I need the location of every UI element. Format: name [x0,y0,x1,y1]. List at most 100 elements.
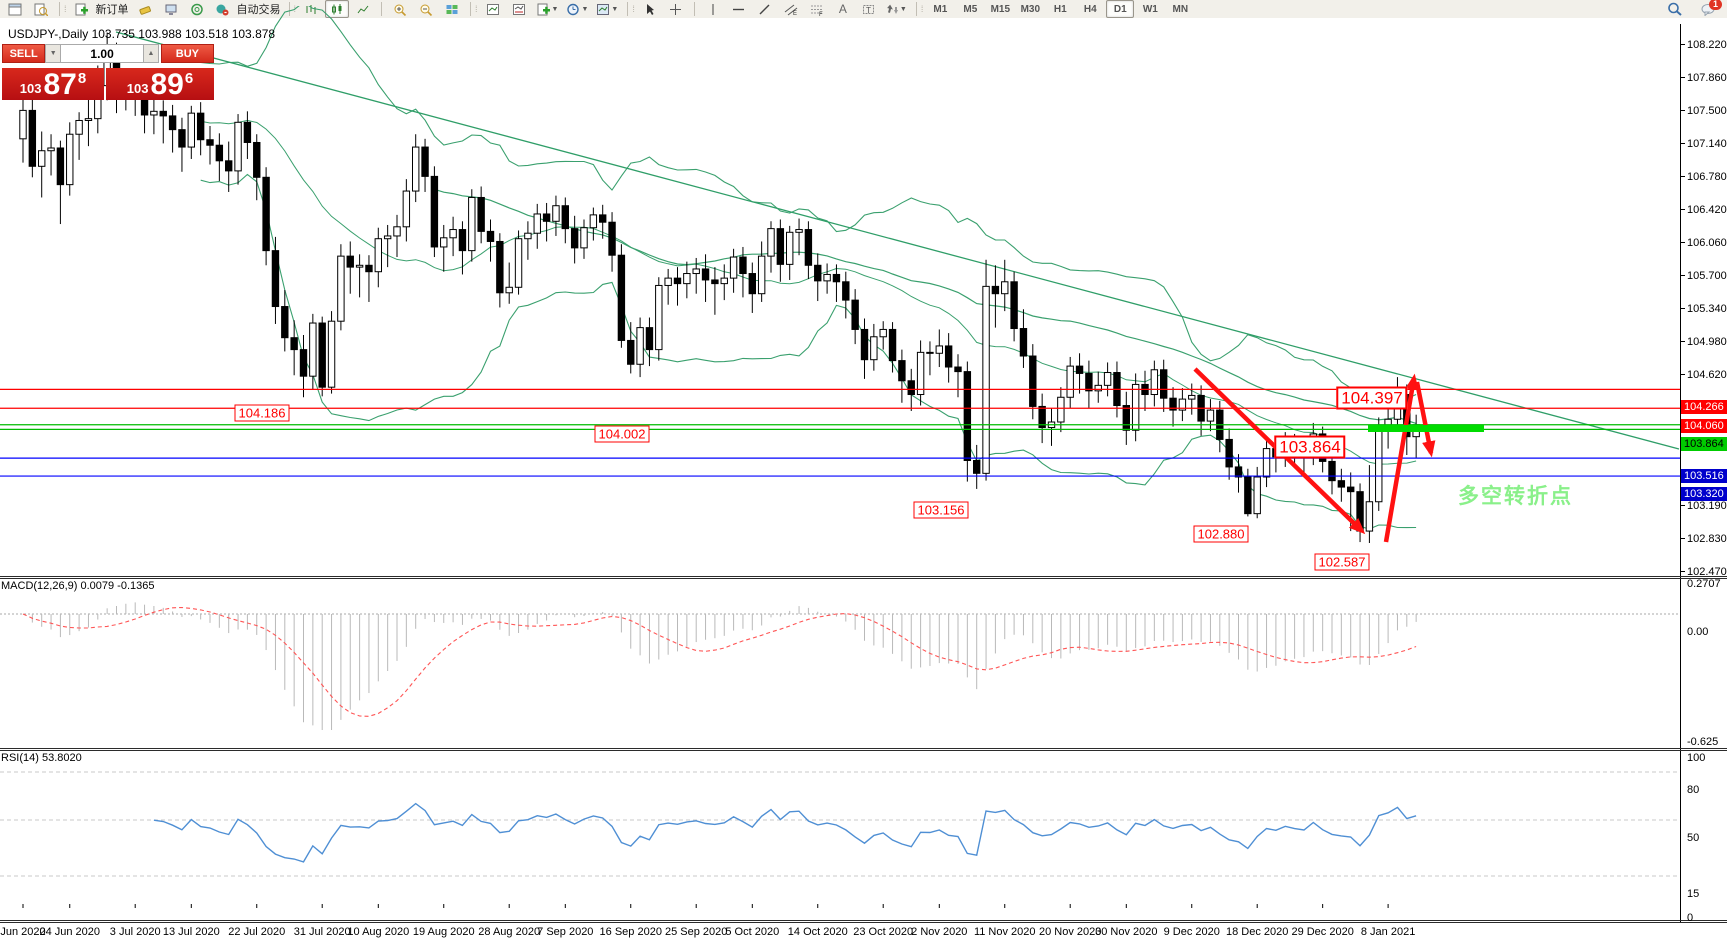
volume-down-button[interactable]: ▼ [45,44,62,63]
date-label: 19 Aug 2020 [412,926,475,938]
panel-separator [0,748,1727,749]
horizontal-line-icon[interactable] [727,0,751,18]
panel-separator [0,750,1727,751]
buy-price-button[interactable]: 103 89 6 [106,68,214,100]
text-icon[interactable]: A [838,2,847,16]
buy-button[interactable]: BUY [160,44,214,63]
period-icon[interactable]: ▼ [563,0,591,18]
timeframe-button-M5[interactable]: M5 [963,3,978,15]
date-label: 16 Sep 2020 [599,926,662,938]
price-axis-tick: 106.420 [1680,204,1727,216]
panel-separator [0,576,1727,577]
price-badge: 103.516 [1681,469,1727,484]
date-label: 7 Sep 2020 [537,926,594,938]
date-label: 28 Aug 2020 [478,926,541,938]
buy-price-handle: 103 [126,81,149,96]
price-callout[interactable]: 103.156 [913,501,969,519]
sell-price-point: 8 [77,70,87,87]
volume-up-button[interactable]: ▲ [143,44,159,63]
autotrade-icon[interactable] [211,0,235,18]
line-chart-icon[interactable] [351,0,375,18]
autotrade-label[interactable]: 自动交易 [236,4,281,16]
timeframe-button-M1[interactable]: M1 [933,3,948,15]
date-label: 23 Oct 2020 [853,926,914,938]
price-callout[interactable]: 104.397 [1336,386,1408,410]
date-label: 29 Dec 2020 [1291,926,1354,938]
price-badge: 104.060 [1681,419,1727,434]
new-order-label[interactable]: 新订单 [95,4,129,16]
timeframe-button-M15[interactable]: M15 [990,3,1011,15]
fibonacci-icon[interactable]: F [805,0,829,18]
rsi-axis-tick: 15 [1687,888,1700,900]
zoom-out-icon[interactable] [414,0,438,18]
date-label: 30 Nov 2020 [1095,926,1158,938]
timeframe-button-H4[interactable]: H4 [1083,3,1097,15]
sell-button[interactable]: SELL [2,44,46,63]
timeframe-button-H1[interactable]: H1 [1053,3,1067,15]
new-order-icon[interactable] [70,0,94,18]
search-icon[interactable] [1663,0,1687,18]
candlestick-chart-icon[interactable] [325,0,350,18]
price-axis-tick: 106.780 [1680,171,1727,183]
timeframe-button-D1[interactable]: D1 [1106,0,1135,18]
price-callout[interactable]: 102.880 [1193,525,1249,543]
terminal-icon[interactable] [159,0,183,18]
date-label: Jun 2020 [0,926,46,938]
zoom-in-icon[interactable] [388,0,412,18]
price-axis-tick: 107.500 [1680,105,1727,117]
chart-window[interactable]: USDJPY-,Daily 103.735 103.988 103.518 10… [0,6,1727,944]
macd-axis-tick: 0.2707 [1687,578,1721,591]
add-indicator-icon[interactable]: ▼ [533,0,562,18]
sell-price-button[interactable]: 103 87 8 [2,68,104,100]
equidistant-channel-icon[interactable]: E [779,0,803,18]
strategy-tester-icon[interactable] [185,0,209,18]
trendline-icon[interactable] [753,0,777,18]
date-label: 31 Jul 2020 [293,926,351,938]
date-label: 18 Dec 2020 [1225,926,1289,938]
cursor-icon[interactable] [638,0,662,18]
text-label-icon[interactable]: T [857,0,881,18]
one-click-trading-panel: SELL ▼ ▲ BUY 103 87 8 103 89 6 [2,44,214,100]
indicator-window-icon[interactable] [481,0,505,18]
timeframe-button-MN[interactable]: MN [1172,3,1189,15]
timeframe-button-W1[interactable]: W1 [1142,3,1158,15]
price-callout[interactable]: 104.186 [234,404,290,422]
rsi-axis-tick: 80 [1687,784,1700,796]
macd-label: MACD(12,26,9) 0.0079 -0.1365 [1,580,155,592]
price-badge: 103.864 [1681,437,1727,452]
timeframe-button-M30[interactable]: M30 [1020,3,1041,15]
price-badge: 103.320 [1681,487,1727,502]
crosshair-icon[interactable] [664,0,688,18]
tile-windows-icon[interactable] [440,0,464,18]
macd-axis-tick: -0.625 [1687,736,1719,748]
price-badge: 104.266 [1681,400,1727,415]
price-callout[interactable]: 104.002 [594,425,650,443]
vertical-line-icon[interactable] [701,0,725,18]
price-axis-tick: 105.700 [1680,270,1727,282]
arrows-objects-icon[interactable]: ▼ [883,0,910,18]
market-watch-icon[interactable] [29,0,53,18]
date-label: 11 Nov 2020 [973,926,1036,938]
date-label: 25 Sep 2020 [664,926,728,938]
price-axis-border [1680,24,1681,922]
turning-point-annotation[interactable]: 多空转折点 [1458,485,1573,508]
date-label: 24 Jun 2020 [39,926,101,938]
notifications-icon[interactable]: 1 [1696,0,1722,18]
chart-title: USDJPY-,Daily 103.735 103.988 103.518 10… [8,27,276,41]
price-axis-tick: 104.620 [1680,369,1727,381]
date-label: 14 Oct 2020 [787,926,848,938]
volume-input[interactable] [61,44,144,63]
date-label: 10 Aug 2020 [347,926,410,938]
bar-chart-icon[interactable] [299,0,323,18]
date-label: 20 Nov 2020 [1038,926,1102,938]
price-callout[interactable]: 103.864 [1274,435,1346,459]
price-callout[interactable]: 102.587 [1314,553,1370,571]
indicator-window2-icon[interactable] [507,0,531,18]
price-axis-tick: 107.860 [1680,72,1727,84]
charts-window-icon[interactable] [3,0,27,18]
template-icon[interactable]: ▼ [593,0,621,18]
price-axis-tick: 102.470 [1680,566,1727,578]
eraser-icon[interactable] [133,0,157,18]
